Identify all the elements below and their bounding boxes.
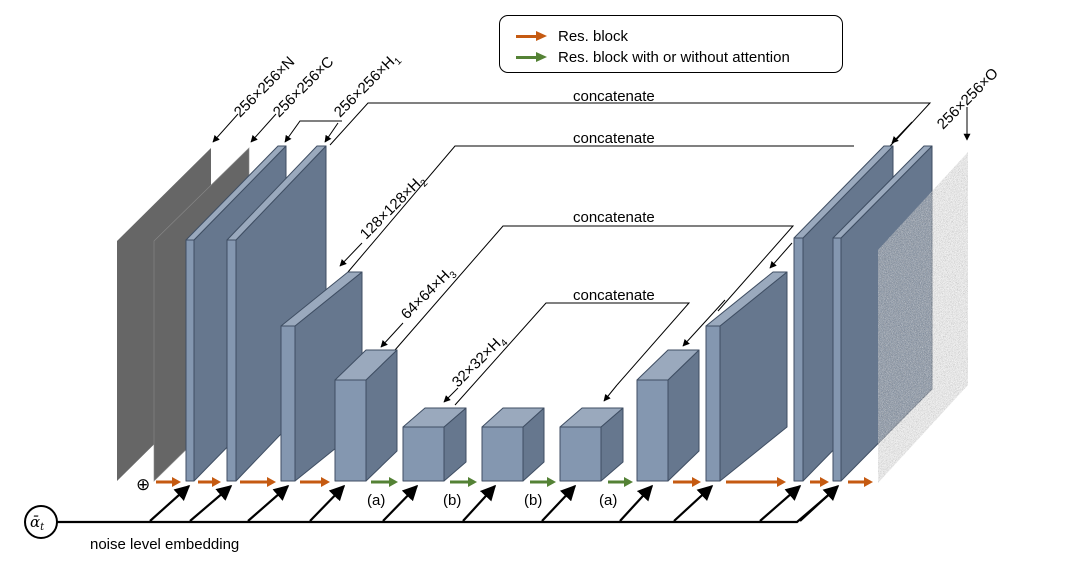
- input-noisy-pointer: [212, 113, 239, 143]
- encoder-block-3-front: [280, 325, 296, 482]
- h3-label: 64×64×H3: [398, 263, 460, 325]
- encoder-block-4: [334, 349, 398, 482]
- output-label: 256×256×O: [934, 65, 1002, 133]
- annotation-b-2: (b): [524, 492, 542, 509]
- embedding-arrow: [309, 484, 346, 522]
- h1-label: 256×256×H1: [331, 49, 405, 123]
- arrowhead-icon: [172, 477, 181, 487]
- skip-arrowhead-3: [682, 299, 726, 347]
- annotation-b-1: (b): [443, 492, 461, 509]
- arrowhead-icon: [547, 477, 556, 487]
- h1-pointer-2: [324, 122, 339, 143]
- decoder-block-2-front: [705, 325, 721, 482]
- skip-connections: [329, 102, 932, 406]
- embedding-arrow: [541, 484, 577, 522]
- skip-line-2: [347, 145, 854, 273]
- h1-pointer: [284, 120, 342, 143]
- embedding-arrow: [149, 484, 191, 522]
- arrowhead-icon: [624, 477, 633, 487]
- encoder-block-1-front: [185, 239, 195, 482]
- bottleneck-block-1-front: [402, 426, 445, 482]
- skip-line-4: [454, 302, 691, 406]
- bottleneck-block-2: [481, 407, 545, 482]
- arrowhead-icon: [468, 477, 477, 487]
- concatenate-label-1: concatenate: [573, 88, 655, 105]
- embedding-arrow: [619, 484, 654, 522]
- skip-arrowhead-1: [891, 121, 913, 144]
- arrowhead-icon: [864, 477, 873, 487]
- encoder-block-4-front: [334, 379, 367, 482]
- input-condition-pointer: [250, 113, 277, 143]
- skip-arrowhead-2: [769, 242, 793, 269]
- arrowhead-icon: [692, 477, 701, 487]
- concatenate-label-3: concatenate: [573, 209, 655, 226]
- legend-label: Res. block: [558, 27, 629, 45]
- skip-arrow-3: [768, 226, 793, 272]
- concatenate-label-2: concatenate: [573, 130, 655, 147]
- embedding-arrow: [247, 484, 290, 522]
- green-arrow-icon: [516, 52, 548, 62]
- decoder-block-2: [705, 271, 788, 482]
- orange-arrow-icon: [516, 31, 548, 41]
- embedding-arrows: [149, 484, 840, 522]
- arrowhead-icon: [321, 477, 330, 487]
- legend: Res. block Res. block with or without at…: [499, 15, 843, 73]
- bottleneck-block-3-front: [559, 426, 602, 482]
- add-symbol: ⊕: [136, 475, 150, 495]
- concatenate-label-4: concatenate: [573, 287, 655, 304]
- decoder-block-3-front: [793, 237, 804, 482]
- flow-arrows: [156, 477, 873, 487]
- legend-item-res-block-attention: Res. block with or without attention: [516, 47, 790, 67]
- embedding-arrow: [382, 484, 419, 522]
- bottleneck-block-2-front: [481, 426, 524, 482]
- annotation-a-2: (a): [599, 492, 617, 509]
- arrowhead-icon: [777, 477, 786, 487]
- h3-pointer: [380, 322, 404, 348]
- h2-label: 128×128×H2: [357, 171, 431, 245]
- h4-label: 32×32×H4: [449, 331, 511, 393]
- arrowhead-icon: [212, 477, 221, 487]
- bottleneck-block-1: [402, 407, 467, 482]
- arrowhead-icon: [820, 477, 829, 487]
- legend-label: Res. block with or without attention: [558, 48, 790, 66]
- bottleneck-block-3: [559, 407, 624, 482]
- legend-item-res-block: Res. block: [516, 26, 628, 46]
- noise-level-symbol: ᾱt: [30, 513, 45, 533]
- skip-line-3: [394, 225, 795, 351]
- embedding-arrow: [462, 484, 497, 522]
- noise-embedding-label: noise level embedding: [90, 536, 239, 553]
- embedding-arrow: [759, 484, 802, 522]
- decoder-block-1-front: [636, 379, 669, 482]
- annotation-a-1: (a): [367, 492, 385, 509]
- skip-arrowhead-4: [603, 384, 618, 402]
- arrowhead-icon: [267, 477, 276, 487]
- decoder-block-1: [636, 349, 700, 482]
- decoder-block-4-front: [832, 237, 842, 482]
- embedding-arrow: [673, 484, 714, 522]
- noise-embedding: ᾱt noise level embedding: [24, 491, 833, 553]
- encoder-block-2-front: [226, 239, 237, 482]
- arrowhead-icon: [389, 477, 398, 487]
- feature-blocks: [185, 145, 933, 482]
- skip-line-1: [329, 102, 932, 146]
- embedding-arrow: [799, 484, 840, 522]
- decoder-block-2-side: [719, 271, 788, 482]
- embedding-arrow: [189, 485, 233, 522]
- h2-pointer: [339, 242, 363, 267]
- h4-pointer: [443, 387, 459, 403]
